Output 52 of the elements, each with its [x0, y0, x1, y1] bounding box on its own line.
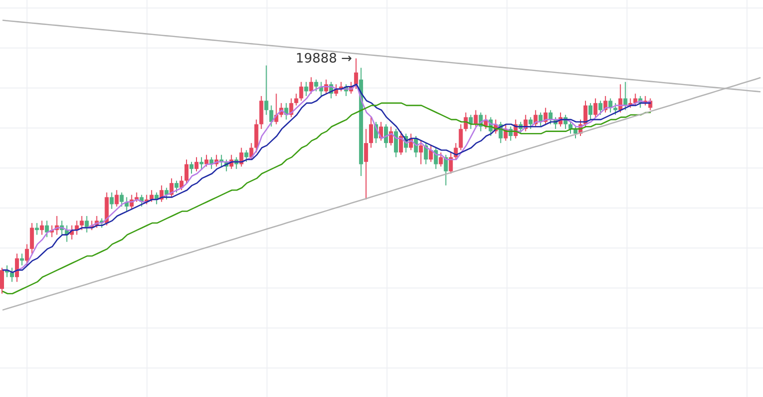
candlestick [120, 192, 124, 208]
candlestick [190, 161, 194, 174]
candlestick [438, 152, 443, 168]
candlestick [354, 58, 358, 90]
candlestick [593, 98, 598, 118]
candlestick [134, 192, 139, 202]
candlestick [309, 76, 314, 94]
candlestick [194, 156, 198, 172]
candlestick [40, 220, 44, 236]
candlestick [444, 154, 448, 186]
candlestick [44, 220, 49, 238]
candlestick [528, 116, 533, 130]
annotation: 19888 → [296, 51, 352, 66]
candlestick [30, 222, 34, 254]
candlestick [24, 244, 29, 266]
candlestick [314, 79, 318, 92]
candlestick [294, 93, 298, 106]
candlestick [14, 253, 19, 282]
candlestick [34, 222, 39, 236]
candlestick [548, 110, 553, 125]
candlestick [394, 128, 398, 158]
candlestick [164, 187, 169, 200]
candlestick [623, 81, 628, 111]
candlestick [428, 144, 433, 162]
candlestick [588, 102, 592, 120]
candlestick [299, 81, 304, 102]
candlestick [114, 190, 119, 208]
candlestick [259, 96, 264, 130]
candlestick [180, 175, 184, 191]
candlestick [84, 215, 89, 233]
candlestick [264, 64, 268, 116]
candlestick [598, 100, 602, 116]
candlestick [418, 140, 423, 165]
candlestick [448, 152, 453, 174]
candlestick [244, 150, 248, 162]
candlestick [110, 192, 114, 210]
candlestick [269, 104, 274, 128]
candlestick [364, 128, 368, 200]
candlestick [184, 159, 189, 184]
candlestick [174, 180, 179, 193]
candlestick [254, 119, 258, 153]
candlestick [369, 116, 374, 148]
candlestick [398, 130, 403, 156]
candlestick [204, 154, 208, 168]
candlestick [458, 124, 463, 151]
candlestick [474, 110, 478, 128]
candlestick [80, 215, 84, 231]
candlestick [10, 267, 14, 282]
candlestick [568, 121, 573, 134]
candlestick [0, 267, 4, 294]
candlestick [384, 124, 388, 148]
candlestick [304, 81, 308, 97]
